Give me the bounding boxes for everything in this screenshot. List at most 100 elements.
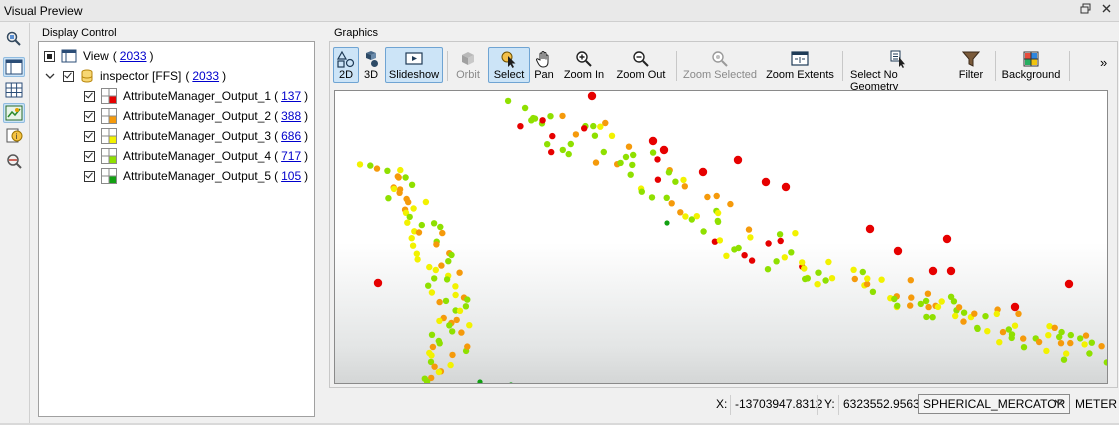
coordinate-system-select[interactable]: SPHERICAL_MERCATOR [918,394,1070,414]
table-view-icon[interactable] [3,57,25,77]
map-point [1008,331,1016,338]
layer-count-link[interactable]: 388 [281,109,302,123]
view-count-link[interactable]: 2033 [119,49,147,63]
dataset-checkbox[interactable] [63,70,74,82]
map-point [433,241,440,248]
map-point [415,229,423,236]
layer-legend-swatch-icon [101,88,117,104]
layer-row[interactable]: AttributeManager_Output_1 ( 137 ) [84,87,308,105]
y-coordinate-label: Y: [824,397,835,411]
tool-pan-button[interactable]: Pan [531,47,557,83]
map-point [659,145,669,155]
map-point [688,216,695,223]
layer-checkbox[interactable] [84,130,95,142]
map-point [929,314,936,321]
tool-zoom-extents-label: Zoom Extents [766,69,834,81]
layer-name: AttributeManager_Output_4 [123,149,272,163]
tool-select-no-geometry-button[interactable]: Select No Geometry [849,47,949,93]
map-point [590,122,597,130]
tool-background-button[interactable]: Background [1000,47,1062,83]
map-point [713,192,720,200]
map-point [427,358,435,366]
restore-window-icon[interactable] [1080,3,1091,17]
layer-checkbox[interactable] [84,90,95,102]
x-coordinate-label: X: [716,397,728,411]
map-point [1077,335,1084,342]
tool-select-button[interactable]: Select [488,47,530,83]
map-point [548,148,555,156]
search-settings-icon[interactable] [3,151,25,171]
map-point [984,328,991,335]
tool-zoom-out-button[interactable]: Zoom Out [615,47,667,83]
view-checkbox[interactable] [44,50,55,62]
tool-slideshow-button[interactable]: Slideshow [385,47,443,83]
map-point [425,282,432,289]
2d-shapes-icon [337,50,355,68]
grid-icon[interactable] [3,80,25,100]
map-point [572,131,580,138]
map-point [781,254,788,261]
layer-checkbox[interactable] [84,170,95,182]
chevron-down-icon[interactable] [45,72,57,80]
map-point [591,132,599,139]
layer-row[interactable]: AttributeManager_Output_3 ( 686 ) [84,127,308,145]
map-point [1035,338,1043,346]
layer-row[interactable]: AttributeManager_Output_4 ( 717 ) [84,147,308,165]
layer-row[interactable]: AttributeManager_Output_2 ( 388 ) [84,107,308,125]
tree-row-view[interactable]: View ( 2033 ) [44,47,154,65]
graphics-toolbar: 2D 3D Slideshow Orbit Select Pan Zoom In… [333,45,1118,93]
dataset-label: inspector [FFS] [100,69,182,83]
map-point [907,277,914,284]
map-point [946,266,956,276]
layer-count-link[interactable]: 717 [281,149,302,163]
map-point [509,382,513,383]
layer-count-link[interactable]: 105 [281,169,302,183]
map-point [1015,310,1022,317]
layer-checkbox[interactable] [84,110,95,122]
tool-zoom-selected-button[interactable]: Zoom Selected [680,47,760,83]
layer-row[interactable]: AttributeManager_Output_5 ( 105 ) [84,167,308,185]
tool-3d-button[interactable]: 3D [360,47,382,83]
close-icon[interactable] [1101,3,1112,17]
tool-zoom-extents-button[interactable]: Zoom Extents [764,47,836,83]
map-point [1086,350,1093,357]
tool-filter-button[interactable]: Filter [955,47,987,83]
map-point [741,252,748,259]
graphics-view-icon[interactable] [3,103,25,123]
tree-row-dataset[interactable]: inspector [FFS] ( 2033 ) [45,67,226,85]
map-point [672,178,679,185]
dataset-count-link[interactable]: 2033 [192,69,220,83]
map-point [464,296,471,303]
map-point [408,181,416,188]
map-point [447,361,454,369]
map-point [1010,302,1020,312]
map-point [456,269,463,276]
map-point [1011,322,1019,329]
map-point [539,117,546,124]
toolbar-overflow-chevron-icon[interactable]: » [1100,55,1108,70]
slideshow-icon [405,50,423,68]
map-point [952,312,959,320]
hand-icon [536,50,552,68]
tool-2d-button[interactable]: 2D [333,47,359,83]
tool-orbit-button[interactable]: Orbit [451,47,485,83]
map-point [665,169,673,176]
map-canvas[interactable] [334,90,1108,384]
tool-zoom-in-button[interactable]: Zoom In [562,47,606,83]
layer-name: AttributeManager_Output_2 [123,109,272,123]
map-point [530,114,537,122]
map-point [677,209,684,216]
map-point [477,379,483,383]
layer-checkbox[interactable] [84,150,95,162]
layer-count-link[interactable]: 137 [281,89,302,103]
layer-name: AttributeManager_Output_1 [123,89,272,103]
layer-count-link[interactable]: 686 [281,129,302,143]
map-point [822,277,829,284]
feature-info-icon[interactable]: i [3,125,25,145]
chevron-down-icon [1054,397,1064,409]
map-point [1056,333,1063,341]
map-point [1082,332,1090,339]
map-point [385,195,392,202]
tool-zoom-in-label: Zoom In [563,69,605,81]
inspect-icon[interactable] [3,29,25,49]
